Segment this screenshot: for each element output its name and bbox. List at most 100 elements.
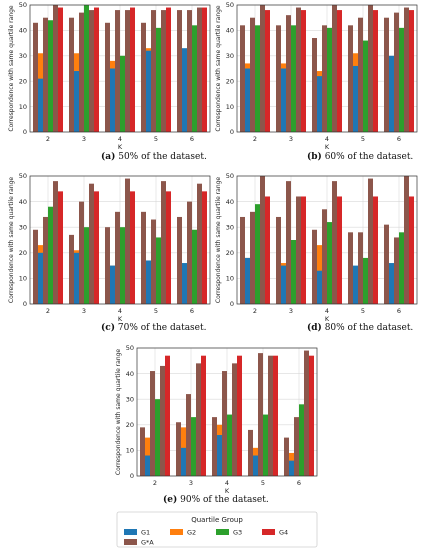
plot-frame xyxy=(136,347,318,477)
bar-g1 xyxy=(353,65,358,132)
bar-g1 xyxy=(146,50,151,132)
x-tick-label: 3 xyxy=(289,307,293,315)
bar-g4 xyxy=(58,7,63,132)
caption-c: (c) 70% of the dataset. xyxy=(101,323,207,333)
bar-g1 xyxy=(181,447,186,476)
bar-g3 xyxy=(48,206,53,304)
y-tick-label: 0 xyxy=(130,472,134,480)
bar-g-star-a xyxy=(358,17,363,133)
bar-g-star-a xyxy=(53,5,58,132)
bar-g-star-a xyxy=(322,25,327,132)
y-tick-label: 30 xyxy=(19,223,27,231)
bar-g-star-a xyxy=(332,181,337,304)
bar-g1 xyxy=(74,252,79,304)
bar-g-star-a xyxy=(394,237,399,304)
bar-g3 xyxy=(192,229,197,304)
bar-g-star-a xyxy=(358,232,363,304)
bar-g-star-a xyxy=(125,10,130,132)
x-tick-label: 3 xyxy=(289,135,293,143)
bar-g4 xyxy=(165,355,170,476)
bar-g4 xyxy=(301,10,306,132)
bar-g3 xyxy=(291,240,296,304)
bar-g3 xyxy=(291,25,296,132)
y-tick-label: 30 xyxy=(19,52,27,60)
legend-swatch-g-star-a xyxy=(124,539,137,545)
bar-g-star-a xyxy=(79,12,84,132)
x-tick-label: 5 xyxy=(261,479,265,487)
chart-panel-c: 0 10 20 30 40 50 2 3 4 5 6 K Correspondence with sam… xyxy=(8,172,211,323)
x-tick-label: 4 xyxy=(325,307,329,315)
caption-e: (e) 90% of the dataset. xyxy=(163,495,269,505)
bar-g3 xyxy=(84,227,89,304)
bar-g3 xyxy=(299,404,304,476)
bar-g-star-a xyxy=(332,5,337,132)
bar-g3 xyxy=(156,27,161,132)
bar-g1 xyxy=(217,435,222,476)
y-axis-label: Correspondence with same quartile range xyxy=(115,349,122,476)
bar-g3 xyxy=(155,399,160,476)
bar-g-star-a xyxy=(296,196,301,304)
x-tick-label: 5 xyxy=(154,307,158,315)
bar-g-star-a xyxy=(394,12,399,132)
bar-g-star-a xyxy=(115,10,120,132)
bar-g-star-a xyxy=(404,176,409,304)
x-tick-label: 4 xyxy=(118,307,122,315)
bar-g3 xyxy=(255,25,260,132)
y-tick-label: 20 xyxy=(226,77,234,85)
bar-g3 xyxy=(48,20,53,133)
bar-g-star-a xyxy=(286,15,291,132)
x-axis-label: K xyxy=(118,143,123,151)
x-tick-label: 5 xyxy=(361,135,365,143)
y-tick-label: 40 xyxy=(19,198,27,206)
x-tick-label: 6 xyxy=(397,307,401,315)
bar-g1 xyxy=(182,48,187,132)
y-tick-label: 40 xyxy=(226,27,234,35)
caption-a: (a) 50% of the dataset. xyxy=(101,152,207,162)
legend-label: G*A xyxy=(141,539,154,547)
bar-g-star-a xyxy=(212,417,217,476)
bar-g4 xyxy=(130,7,135,132)
y-tick-label: 40 xyxy=(226,198,234,206)
y-tick-label: 10 xyxy=(126,447,134,455)
bar-g-star-a xyxy=(43,17,48,133)
bar-g1 xyxy=(281,265,286,304)
bar-g-star-a xyxy=(404,7,409,132)
x-tick-label: 5 xyxy=(361,307,365,315)
y-tick-label: 30 xyxy=(226,52,234,60)
bar-g3 xyxy=(120,55,125,132)
bar-g-star-a xyxy=(296,7,301,132)
bar-g1 xyxy=(182,263,187,304)
y-tick-label: 20 xyxy=(19,249,27,257)
bar-g1 xyxy=(281,68,286,132)
x-tick-label: 2 xyxy=(253,135,257,143)
bar-g4 xyxy=(309,355,314,476)
chart-panel-b: 0 10 20 30 40 50 2 3 4 5 6 K Correspondence with sam… xyxy=(215,1,418,151)
legend-label: G2 xyxy=(187,529,196,537)
bar-g-star-a xyxy=(141,211,146,304)
bar-g1 xyxy=(110,265,115,304)
bar-g4 xyxy=(130,191,135,304)
bar-g4 xyxy=(273,355,278,476)
bar-g3 xyxy=(327,27,332,132)
bar-g1 xyxy=(245,257,250,304)
bar-g-star-a xyxy=(384,224,389,304)
y-tick-label: 50 xyxy=(226,172,234,180)
bar-g-star-a xyxy=(186,394,191,476)
y-tick-label: 0 xyxy=(23,300,27,308)
y-tick-label: 50 xyxy=(226,1,234,9)
bar-g1 xyxy=(38,252,43,304)
bar-g-star-a xyxy=(89,10,94,132)
bar-g-star-a xyxy=(177,216,182,304)
bar-g-star-a xyxy=(260,5,265,132)
bar-g4 xyxy=(166,7,171,132)
y-tick-label: 40 xyxy=(19,27,27,35)
x-axis-label: K xyxy=(225,487,230,495)
bar-g4 xyxy=(201,355,206,476)
x-tick-label: 3 xyxy=(189,479,193,487)
bar-g-star-a xyxy=(197,183,202,304)
bar-g1 xyxy=(253,455,258,476)
bar-g3 xyxy=(191,417,196,476)
bar-g-star-a xyxy=(176,422,181,476)
y-tick-label: 10 xyxy=(19,275,27,283)
